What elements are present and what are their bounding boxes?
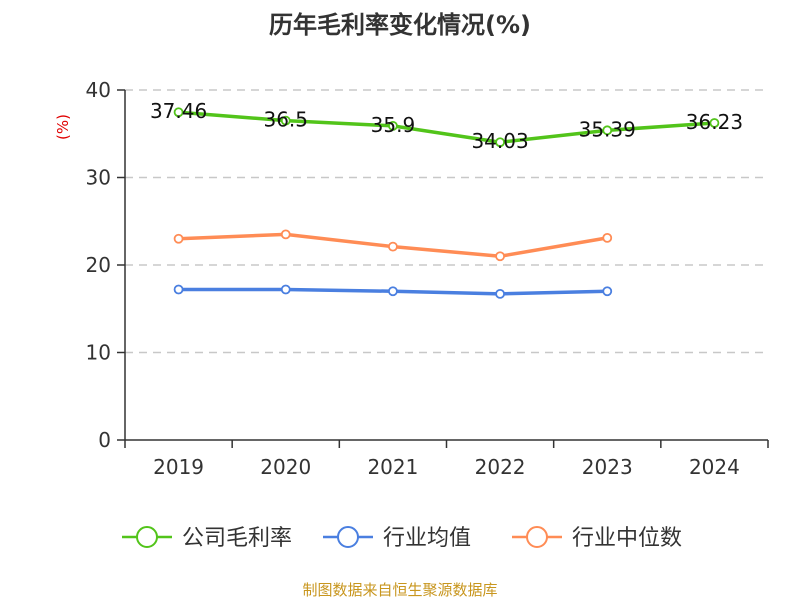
chart-title: 历年毛利率变化情况(%) — [269, 11, 531, 39]
data-point — [495, 288, 505, 299]
series-line — [178, 110, 715, 144]
data-point — [388, 120, 398, 131]
y-axis-label: (%) — [54, 114, 72, 140]
data-label: 36.5 — [263, 108, 308, 132]
data-point — [280, 229, 291, 240]
x-tick-label: 2023 — [582, 455, 633, 479]
legend-circle-icon — [136, 526, 158, 548]
x-tick-label: 2022 — [475, 455, 526, 479]
legend-label: 公司毛利率 — [182, 526, 292, 551]
data-point — [602, 232, 613, 243]
legend-item[interactable]: 行业均值 — [323, 526, 471, 551]
series-0: 37.46 36.5 35.9 34.03 35.39 36.23 — [150, 99, 743, 153]
data-point — [280, 115, 291, 126]
data-point — [173, 233, 184, 244]
data-point — [495, 251, 505, 262]
data-point — [602, 125, 613, 136]
data-label: 37.46 — [150, 99, 207, 123]
legend-circle-icon — [526, 526, 548, 548]
data-point — [388, 241, 398, 252]
data-point — [388, 286, 398, 297]
data-point — [173, 107, 184, 118]
data-label: 35.39 — [579, 117, 636, 141]
y-tick-label: 30 — [86, 166, 111, 190]
data-point — [173, 284, 184, 295]
legend-item[interactable]: 公司毛利率 — [122, 526, 292, 551]
legend-label: 行业均值 — [383, 526, 471, 551]
x-tick-label: 2019 — [153, 455, 204, 479]
legend-label: 行业中位数 — [572, 526, 682, 551]
y-tick-label: 40 — [86, 78, 111, 102]
legend-item[interactable]: 行业中位数 — [512, 526, 682, 551]
x-tick-label: 2024 — [689, 455, 740, 479]
y-tick-label: 0 — [98, 428, 111, 452]
data-point — [495, 137, 505, 148]
y-tick-label: 10 — [86, 341, 111, 365]
data-point — [709, 118, 720, 128]
data-point — [280, 284, 291, 295]
data-label: 35.9 — [371, 113, 416, 137]
data-point — [602, 286, 613, 297]
legend-circle-icon — [337, 526, 359, 548]
x-tick-label: 2021 — [367, 455, 418, 479]
series-1 — [173, 284, 613, 299]
series-2 — [173, 229, 613, 262]
data-label: 36.23 — [686, 110, 743, 134]
y-tick-label: 20 — [86, 253, 111, 277]
x-tick-label: 2020 — [260, 455, 311, 479]
source-footer: 制图数据来自恒生聚源数据库 — [302, 581, 497, 599]
data-label: 34.03 — [471, 129, 528, 153]
